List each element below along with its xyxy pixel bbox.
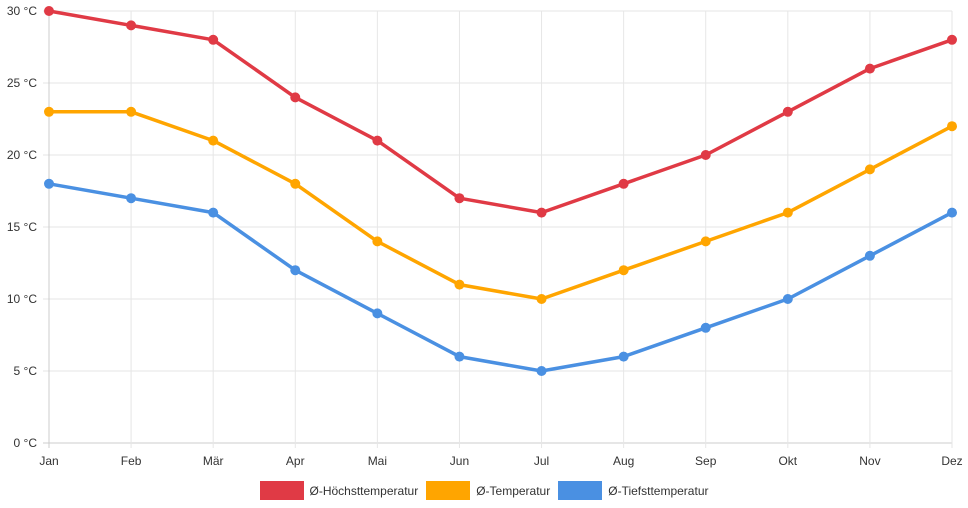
temperature-line-chart: 0 °C 5 °C 10 °C 15 °C 20 °C 25 °C 30 °C Jan Feb… bbox=[7, 4, 963, 468]
data-point[interactable] bbox=[618, 178, 629, 189]
legend-swatch bbox=[558, 481, 603, 500]
legend-item[interactable]: Ø-Höchsttemperatur bbox=[259, 481, 419, 500]
legend-label: Ø-Höchsttemperatur bbox=[309, 483, 419, 498]
data-point[interactable] bbox=[44, 6, 54, 16]
data-point[interactable] bbox=[864, 250, 875, 261]
data-point[interactable] bbox=[618, 351, 629, 362]
series-3 bbox=[44, 178, 957, 376]
x-tick-label: Feb bbox=[121, 454, 142, 468]
data-point[interactable] bbox=[700, 150, 711, 160]
data-point[interactable] bbox=[372, 308, 383, 319]
data-point[interactable] bbox=[454, 193, 465, 204]
y-tick-label: 25 °C bbox=[7, 76, 37, 90]
data-point[interactable] bbox=[208, 34, 219, 45]
y-tick-label: 15 °C bbox=[7, 220, 37, 234]
data-point[interactable] bbox=[208, 207, 219, 218]
x-axis: Jan Feb Mär Apr Mai Jun Jul Aug Sep Okt Nov Dez bbox=[39, 454, 962, 468]
data-point[interactable] bbox=[782, 106, 793, 117]
data-point[interactable] bbox=[208, 135, 219, 146]
data-point[interactable] bbox=[372, 236, 383, 247]
legend-label: Ø-Tiefsttemperatur bbox=[608, 483, 709, 498]
x-tick-label: Jun bbox=[450, 454, 469, 468]
data-point[interactable] bbox=[536, 294, 547, 304]
y-tick-label: 0 °C bbox=[14, 436, 38, 450]
data-point[interactable] bbox=[454, 351, 465, 362]
x-tick-label: Okt bbox=[778, 454, 797, 468]
data-point[interactable] bbox=[290, 265, 301, 276]
x-tick-label: Jul bbox=[534, 454, 549, 468]
data-point[interactable] bbox=[700, 236, 711, 247]
x-tick-label: Jan bbox=[39, 454, 58, 468]
series-group bbox=[44, 6, 957, 376]
x-tick-label: Aug bbox=[613, 454, 634, 468]
y-tick-label: 20 °C bbox=[7, 148, 37, 162]
data-point[interactable] bbox=[700, 322, 711, 333]
data-point[interactable] bbox=[290, 178, 301, 189]
data-point[interactable] bbox=[864, 63, 875, 74]
x-tick-label: Sep bbox=[695, 454, 717, 468]
grid bbox=[43, 10, 953, 448]
x-tick-label: Dez bbox=[941, 454, 962, 468]
legend-label: Ø-Temperatur bbox=[476, 483, 551, 498]
data-point[interactable] bbox=[536, 366, 547, 376]
data-point[interactable] bbox=[618, 265, 629, 276]
series-2 bbox=[44, 106, 957, 304]
x-tick-label: Mai bbox=[368, 454, 387, 468]
legend-item[interactable]: Ø-Temperatur bbox=[426, 481, 550, 500]
legend-item[interactable]: Ø-Tiefsttemperatur bbox=[558, 481, 708, 500]
series-line bbox=[48, 9, 953, 215]
x-tick-label: Nov bbox=[859, 454, 880, 468]
data-point[interactable] bbox=[947, 34, 957, 45]
data-point[interactable] bbox=[947, 207, 957, 218]
legend: Ø-Höchsttemperatur Ø-Temperatur Ø-Tiefstte… bbox=[0, 481, 968, 500]
x-tick-label: Apr bbox=[286, 454, 305, 468]
series-1 bbox=[44, 6, 957, 218]
data-point[interactable] bbox=[44, 106, 54, 117]
y-tick-label: 30 °C bbox=[7, 4, 37, 18]
x-tick-label: Mär bbox=[203, 454, 224, 468]
series-line bbox=[49, 110, 953, 301]
data-point[interactable] bbox=[782, 207, 793, 218]
data-point[interactable] bbox=[290, 92, 301, 103]
series-line bbox=[48, 182, 953, 373]
data-point[interactable] bbox=[947, 121, 957, 132]
data-point[interactable] bbox=[372, 135, 383, 146]
data-point[interactable] bbox=[126, 193, 137, 204]
data-point[interactable] bbox=[126, 20, 137, 31]
data-point[interactable] bbox=[44, 178, 54, 189]
y-tick-label: 5 °C bbox=[14, 364, 38, 378]
data-point[interactable] bbox=[536, 207, 547, 218]
legend-swatch bbox=[259, 481, 304, 500]
data-point[interactable] bbox=[864, 164, 875, 175]
data-point[interactable] bbox=[454, 279, 465, 290]
legend-swatch bbox=[426, 481, 471, 500]
data-point[interactable] bbox=[126, 106, 137, 117]
data-point[interactable] bbox=[782, 294, 793, 304]
y-axis: 0 °C 5 °C 10 °C 15 °C 20 °C 25 °C 30 °C bbox=[7, 4, 37, 450]
y-tick-label: 10 °C bbox=[7, 292, 37, 306]
